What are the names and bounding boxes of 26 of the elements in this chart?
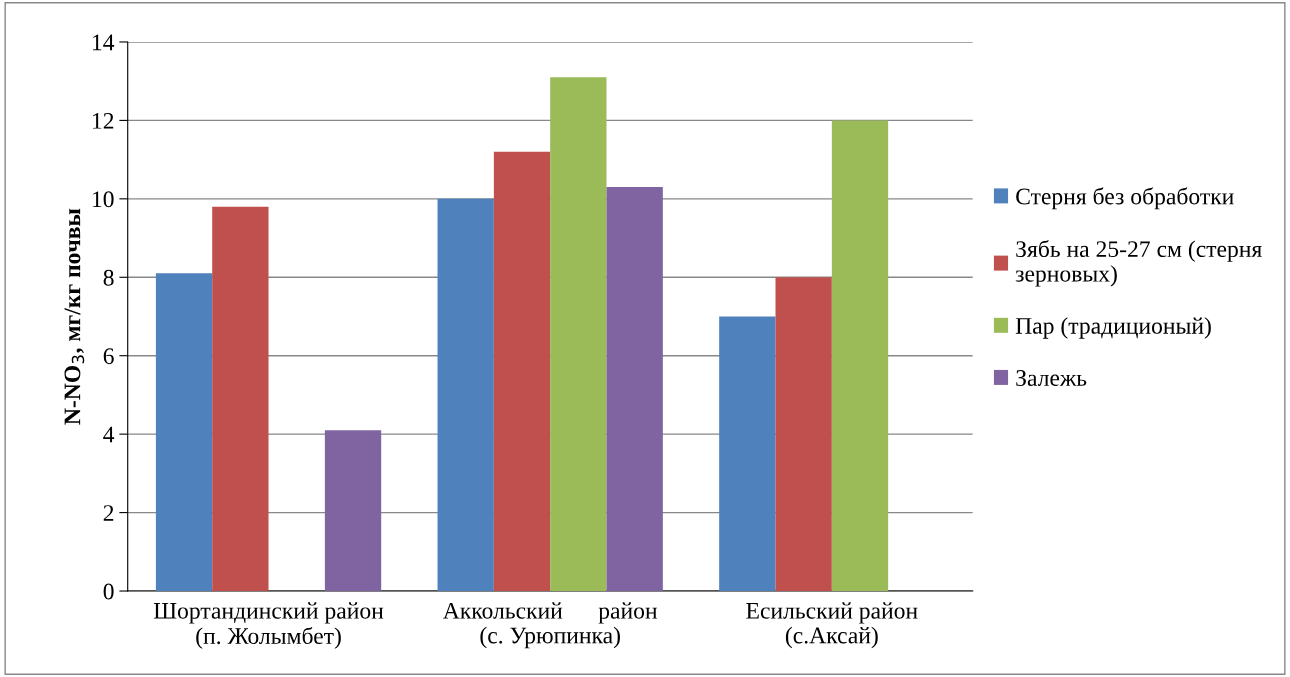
legend-label: Залежь xyxy=(1016,370,1087,386)
y-tick-label: 10 xyxy=(92,191,114,208)
bar xyxy=(437,198,494,592)
bar xyxy=(155,273,213,592)
x-tick-label: Есильский район (с.Аксай) xyxy=(746,602,918,649)
bar xyxy=(324,430,382,592)
bar xyxy=(606,187,663,592)
y-tick-label: 0 xyxy=(103,583,114,600)
x-tick-label: Шортандинский район (п. Жолымбет) xyxy=(153,602,384,649)
bar xyxy=(831,120,889,592)
legend-label: Стерня без обработки xyxy=(1016,187,1234,210)
y-tick-label: 2 xyxy=(103,505,114,521)
y-tick-label: 14 xyxy=(92,34,115,51)
bar xyxy=(550,77,607,592)
legend-label: Пар (традиционый) xyxy=(1015,317,1211,339)
bar xyxy=(493,151,551,592)
legend-label: Зябь на 25-27 см (стерня зерновых) xyxy=(1015,239,1262,287)
bar xyxy=(719,316,776,592)
x-tick-label: Аккольский район (с. Урюпинка) xyxy=(443,602,658,649)
y-tick-label: 12 xyxy=(92,112,114,129)
bar xyxy=(775,277,832,592)
y-axis-title: N-NO$_{3}$, мг/кг почвы xyxy=(64,208,85,425)
y-tick-label: 6 xyxy=(103,348,114,365)
y-tick-label: 4 xyxy=(103,426,115,443)
bar xyxy=(212,206,269,592)
y-tick-label: 8 xyxy=(103,269,114,286)
